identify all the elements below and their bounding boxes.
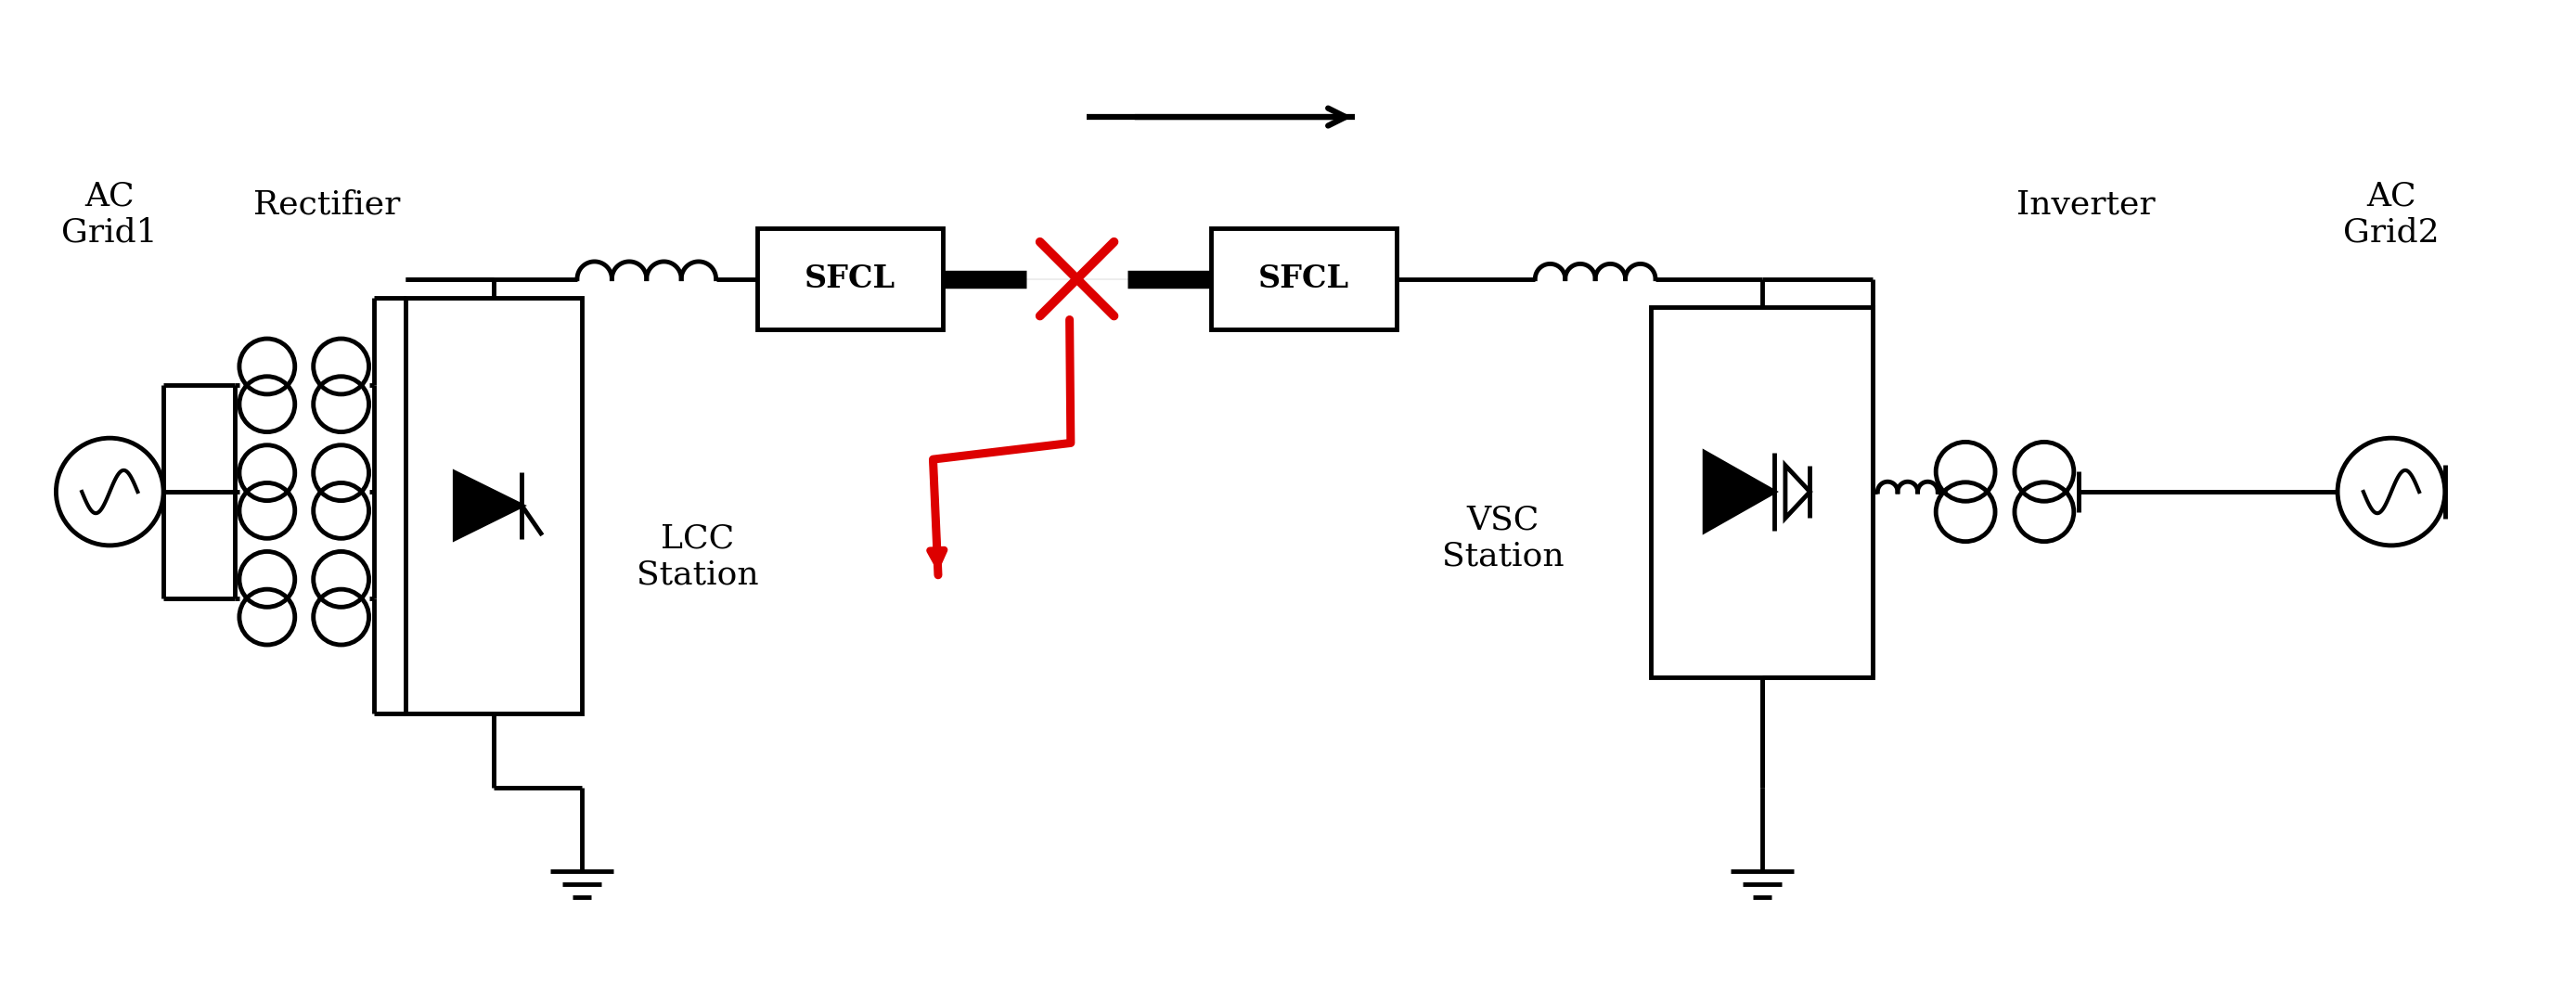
Text: Inverter: Inverter (2017, 189, 2156, 220)
Polygon shape (1705, 453, 1775, 531)
Bar (407, 298, 582, 713)
Text: LCC
Station: LCC Station (636, 522, 757, 590)
Text: SFCL: SFCL (1257, 264, 1350, 295)
Bar (1211, 228, 1396, 330)
Text: Rectifier: Rectifier (255, 189, 402, 220)
Polygon shape (456, 473, 523, 539)
Text: VSC
Station: VSC Station (1443, 504, 1564, 572)
Text: AC
Grid2: AC Grid2 (2344, 180, 2439, 248)
Bar (1651, 307, 1873, 676)
Bar (757, 228, 943, 330)
Text: SFCL: SFCL (804, 264, 896, 295)
Text: AC
Grid1: AC Grid1 (62, 180, 157, 248)
